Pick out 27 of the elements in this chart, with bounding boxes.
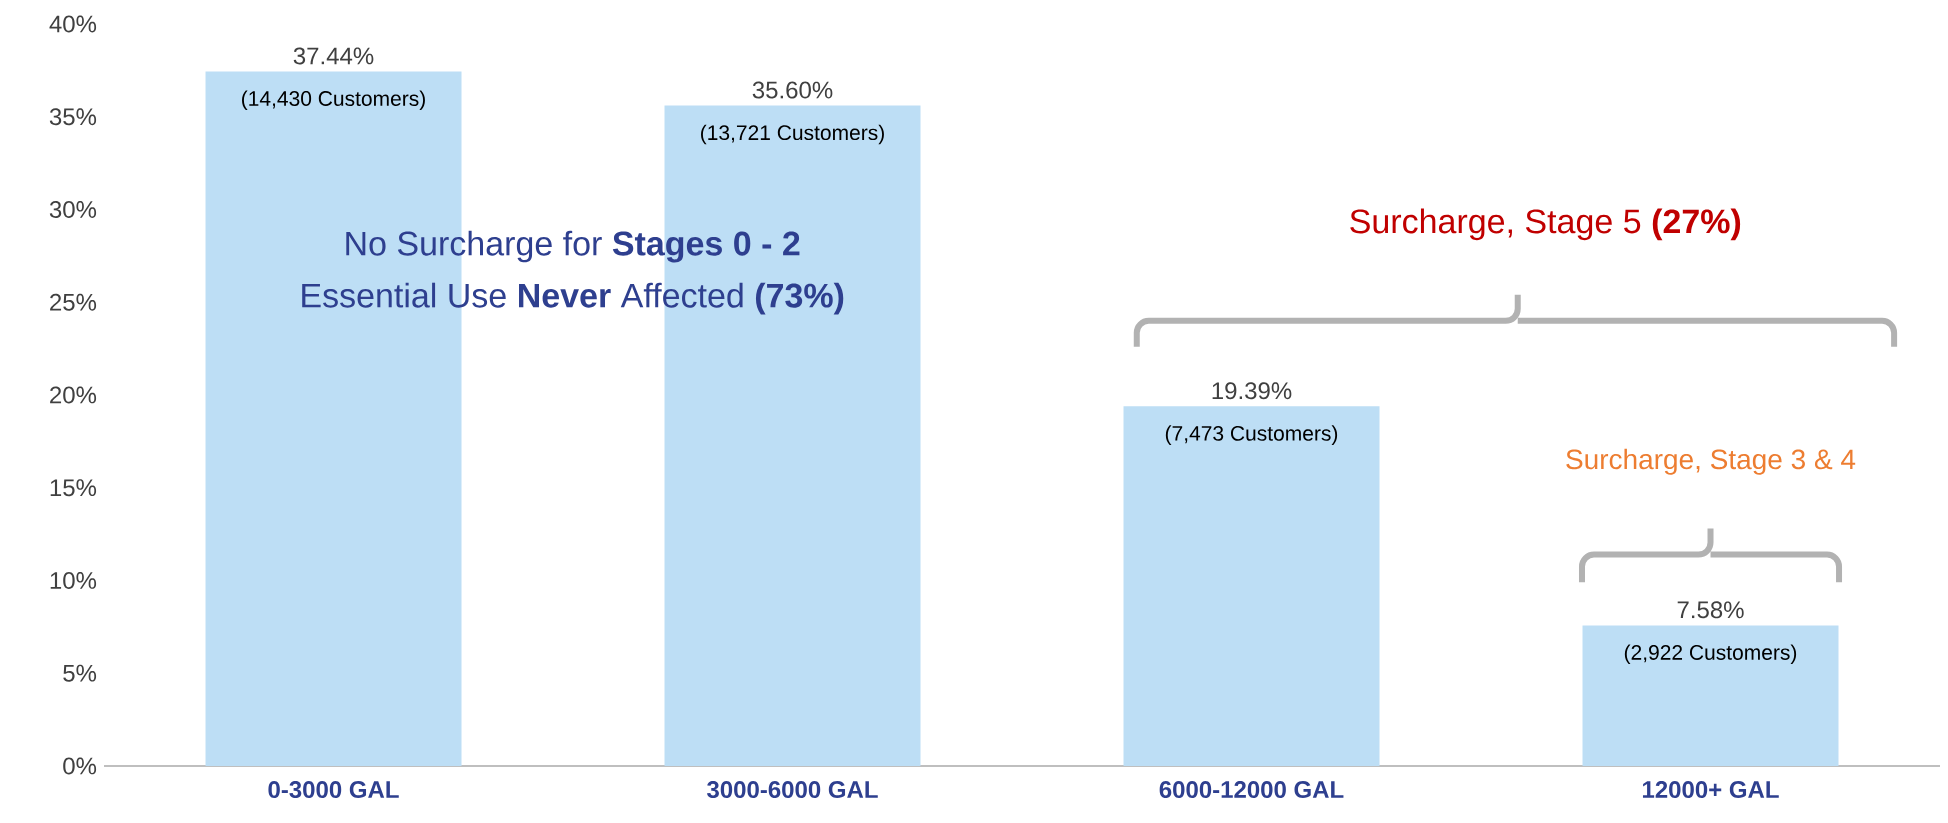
- data-label: 19.39%: [1212, 382, 1292, 400]
- annotation: Surcharge, Stage 5 (27%): [1350, 208, 1741, 241]
- y-tick-label: 0%: [63, 757, 97, 775]
- x-tick-label: 3000-6000 GAL: [707, 781, 878, 799]
- data-label: 37.44%: [293, 47, 374, 65]
- x-tick-label: 12000+ GAL: [1642, 781, 1779, 799]
- bar: [1123, 406, 1380, 766]
- annotation: (13,721 Customers): [701, 124, 884, 145]
- annotation: Essential Use Never Affected (73%): [302, 282, 844, 315]
- data-label: 7.58%: [1677, 601, 1744, 619]
- y-tick-label: 30%: [49, 201, 97, 218]
- y-tick-label: 35%: [49, 108, 97, 126]
- data-label: 35.60%: [752, 81, 833, 99]
- x-tick-label: 6000-12000 GAL: [1159, 781, 1344, 799]
- annotation: (14,430 Customers): [242, 90, 425, 111]
- y-tick-label: 25%: [50, 293, 97, 311]
- bar: [1582, 625, 1839, 766]
- y-tick-label: 15%: [50, 479, 97, 497]
- annotation: (7,473 Customers): [1165, 425, 1338, 445]
- x-tick-label: 0-3000 GAL: [268, 781, 399, 799]
- annotation: (2,922 Customers): [1624, 644, 1797, 665]
- y-tick-label: 20%: [50, 386, 97, 404]
- y-tick-label: 10%: [50, 572, 97, 589]
- y-tick-label: 5%: [63, 664, 97, 682]
- y-tick-label: 40%: [49, 15, 97, 33]
- annotation: Surcharge, Stage 3 & 4: [1566, 448, 1856, 475]
- annotation: No Surcharge for Stages 0 - 2: [346, 230, 800, 263]
